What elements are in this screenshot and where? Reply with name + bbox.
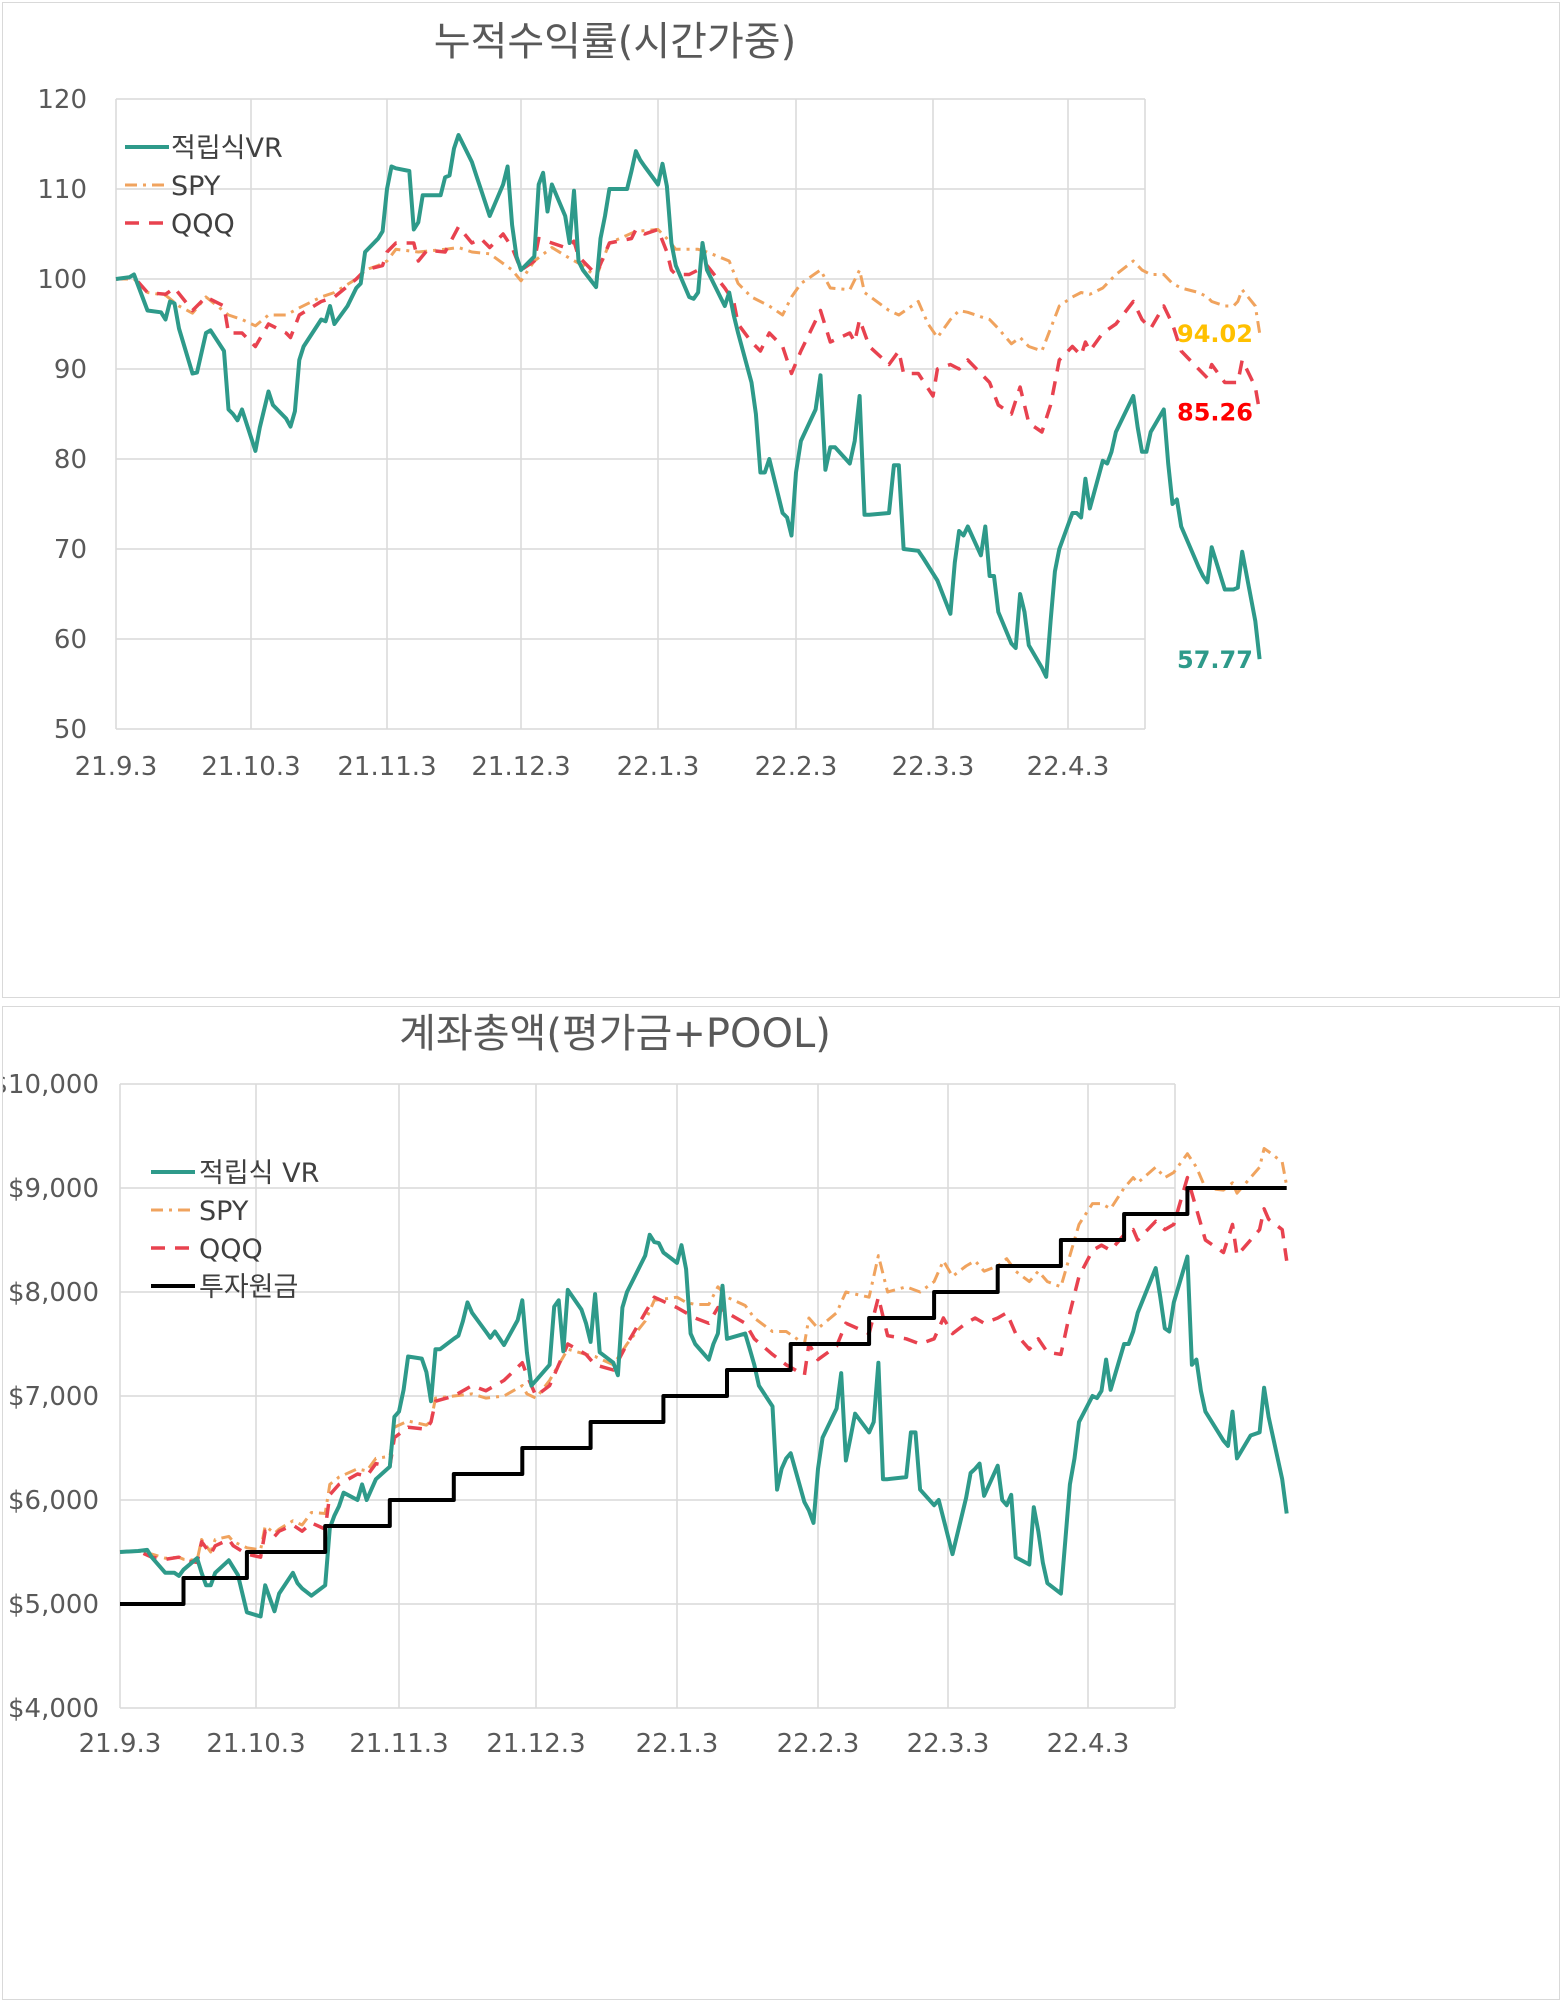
cumulative-return-chart: 누적수익률(시간가중) 50 60 70 80 90 100 110 120 21.9.3 21.1…	[37, 19, 1262, 782]
series-line-1	[119, 1232, 1289, 1619]
y-tick-label: $10,000	[3, 1070, 99, 1100]
x-tick-label: 22.3.3	[892, 752, 975, 782]
end-value-label: 57.77	[1177, 646, 1253, 674]
y-tick-label: $8,000	[8, 1278, 99, 1308]
y-tick-label: $9,000	[8, 1174, 99, 1204]
x-tick-label: 22.2.3	[777, 1729, 860, 1759]
chart-title: 누적수익률(시간가중)	[434, 19, 796, 65]
x-tick-label: 21.10.3	[206, 1729, 305, 1759]
x-tick-label: 21.9.3	[79, 1729, 162, 1759]
y-tick-label: 90	[54, 355, 87, 385]
y-tick-label: 50	[54, 715, 87, 745]
series-line-3	[115, 225, 1262, 434]
y-tick-label: $7,000	[8, 1382, 99, 1412]
account-total-chart-panel: 계좌총액(평가금+POOL) $4,000 $5,000 $6,000 $7,000 $8…	[2, 1006, 1560, 2000]
legend-label: 적립식VR	[171, 133, 283, 164]
series-line-4	[120, 1186, 1287, 1606]
end-value-label: 94.02	[1177, 320, 1253, 348]
y-tick-label: 110	[37, 175, 87, 205]
x-tick-label: 22.1.3	[617, 752, 700, 782]
x-tick-label: 21.11.3	[337, 752, 436, 782]
x-tick-label: 22.3.3	[907, 1729, 990, 1759]
x-tick-label: 22.4.3	[1047, 1729, 1130, 1759]
y-tick-label: 60	[54, 625, 87, 655]
x-tick-label: 21.11.3	[349, 1729, 448, 1759]
series-line-2	[119, 1147, 1289, 1562]
end-value-label: 85.26	[1177, 399, 1253, 427]
y-tick-label: 80	[54, 445, 87, 475]
y-tick-label: $5,000	[8, 1590, 99, 1620]
y-tick-label: $4,000	[8, 1694, 99, 1724]
x-tick-label: 21.12.3	[486, 1729, 585, 1759]
y-tick-label: 120	[37, 85, 87, 115]
legend-label: QQQ	[171, 209, 235, 240]
x-tick-label: 21.10.3	[201, 752, 300, 782]
x-tick-label: 22.1.3	[636, 1729, 719, 1759]
y-tick-label: 100	[37, 265, 87, 295]
series-line-2	[116, 228, 1262, 353]
legend-label: 적립식 VR	[199, 1158, 319, 1189]
y-tick-label: $6,000	[8, 1486, 99, 1516]
legend-label: 투자원금	[199, 1272, 298, 1303]
y-tick-label: 70	[54, 535, 87, 565]
legend-label: SPY	[171, 171, 221, 202]
cumulative-return-chart-panel: 누적수익률(시간가중) 50 60 70 80 90 100 110 120 21.9.3 21.1…	[2, 2, 1560, 998]
series-line-1	[115, 133, 1262, 679]
chart-title: 계좌총액(평가금+POOL)	[399, 1011, 831, 1057]
legend-label: SPY	[199, 1196, 249, 1227]
x-tick-label: 21.9.3	[75, 752, 158, 782]
series-line-3	[119, 1175, 1289, 1565]
x-tick-label: 22.2.3	[755, 752, 838, 782]
x-tick-label: 21.12.3	[471, 752, 570, 782]
legend-label: QQQ	[199, 1234, 263, 1265]
x-tick-label: 22.4.3	[1027, 752, 1110, 782]
account-total-chart: 계좌총액(평가금+POOL) $4,000 $5,000 $6,000 $7,000 $8…	[3, 1011, 1289, 1759]
